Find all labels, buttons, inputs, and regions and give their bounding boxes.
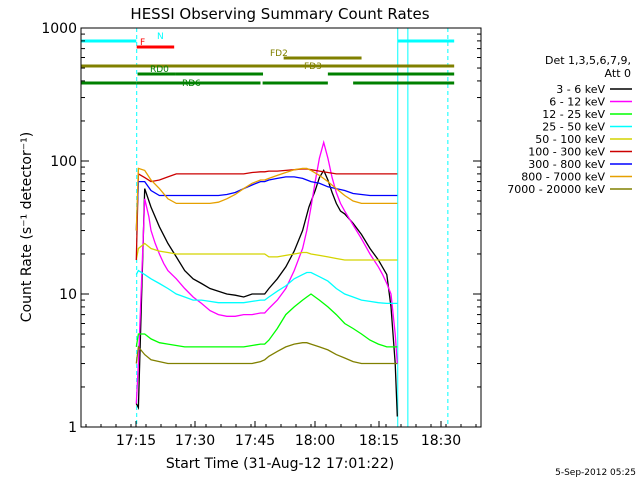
state-label-fd2: FD2 bbox=[270, 49, 288, 59]
legend-label-50-100-kev: 50 - 100 keV bbox=[535, 133, 605, 146]
series-line-300-800-kev bbox=[135, 176, 398, 231]
x-tick-label: 17:45 bbox=[235, 433, 275, 449]
series-layer bbox=[135, 28, 449, 427]
legend-label-300-800-kev: 300 - 800 keV bbox=[528, 158, 605, 171]
series-line-7000-20000-kev bbox=[135, 342, 398, 365]
chart-title: HESSI Observing Summary Count Rates bbox=[130, 5, 429, 23]
legend-label-100-300-kev: 100 - 300 keV bbox=[528, 146, 605, 159]
series-line-3-6-kev bbox=[135, 168, 398, 417]
y-tick-label: 1 bbox=[68, 420, 77, 436]
legend-header-line: Att 0 bbox=[605, 67, 631, 80]
y-tick-label: 100 bbox=[50, 154, 77, 170]
y-axis-label: Count Rate (s⁻¹ detector⁻¹) bbox=[19, 132, 35, 322]
x-tick-label: 17:15 bbox=[116, 433, 156, 449]
legend-label-25-50-kev: 25 - 50 keV bbox=[542, 121, 605, 134]
legend-label-7000-20000-kev: 7000 - 20000 keV bbox=[507, 183, 605, 196]
legend-label-12-25-kev: 12 - 25 keV bbox=[542, 108, 605, 121]
legend-label-3-6-kev: 3 - 6 keV bbox=[556, 83, 605, 96]
state-label-rd6: RD6 bbox=[182, 79, 201, 89]
plot-frame bbox=[80, 27, 482, 428]
state-label-fd3: FD3 bbox=[304, 62, 322, 72]
x-tick-label: 17:30 bbox=[175, 433, 215, 449]
state-label-n: N bbox=[157, 32, 164, 42]
legend-header-line: Det 1,3,5,6,7,9, bbox=[545, 54, 631, 67]
series-line-12-25-kev bbox=[135, 293, 398, 348]
y-tick-label: 1000 bbox=[41, 21, 77, 37]
legend-label-800-7000-kev: 800 - 7000 keV bbox=[521, 171, 605, 184]
state-label-f: F bbox=[140, 38, 145, 48]
series-line-50-100-kev bbox=[135, 242, 398, 261]
series-line-800-7000-kev bbox=[135, 167, 398, 231]
series-line-100-300-kev bbox=[135, 168, 398, 261]
x-tick-label: 18:00 bbox=[295, 433, 335, 449]
footer-date: 5-Sep-2012 05:25 bbox=[555, 468, 636, 478]
legend-label-6-12-kev: 6 - 12 keV bbox=[549, 96, 605, 109]
x-tick-label: 18:30 bbox=[421, 433, 461, 449]
x-axis-label: Start Time (31-Aug-12 17:01:22) bbox=[166, 456, 394, 472]
x-tick-label: 18:15 bbox=[359, 433, 399, 449]
series-line-25-50-kev bbox=[135, 269, 398, 305]
state-bars-layer: N F FD2 FD3 RD0 RD6 bbox=[81, 32, 455, 89]
state-label-rd0: RD0 bbox=[150, 65, 169, 75]
series-line-6-12-kev bbox=[135, 139, 398, 404]
y-tick-label: 10 bbox=[59, 287, 77, 303]
axis-layer: 17:15 17:30 17:45 18:00 18:15 18:30 1 10 100 1000… bbox=[19, 21, 481, 449]
